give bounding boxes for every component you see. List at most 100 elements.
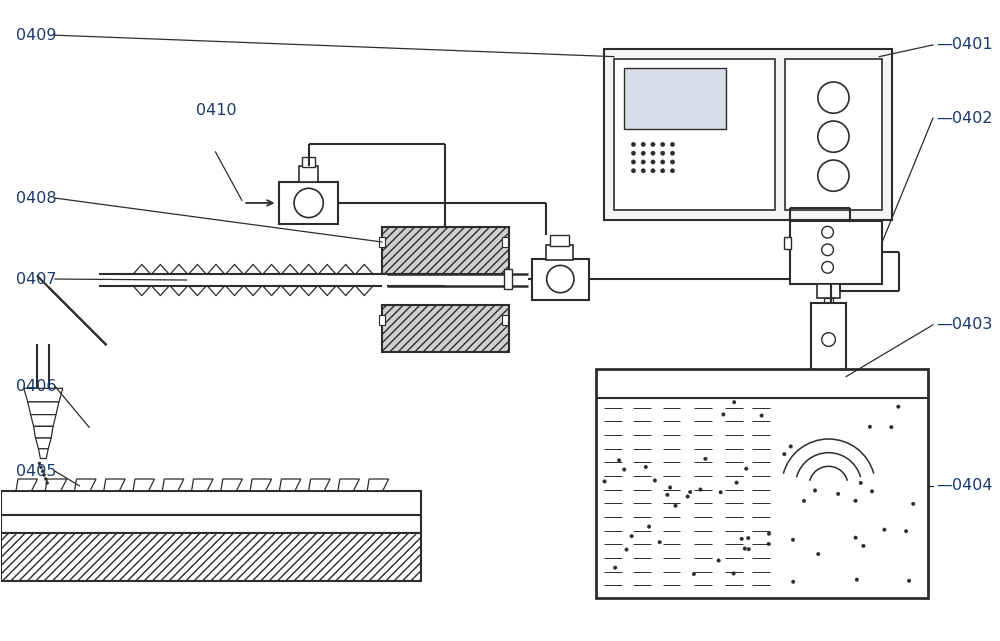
Circle shape — [747, 547, 750, 551]
Text: 0408: 0408 — [16, 190, 57, 206]
Circle shape — [641, 160, 645, 164]
Bar — [784, 237, 791, 249]
Circle shape — [647, 525, 651, 528]
Bar — [815, 377, 842, 392]
Circle shape — [670, 169, 675, 173]
Bar — [504, 269, 512, 289]
Circle shape — [631, 142, 636, 147]
Circle shape — [661, 169, 665, 173]
Circle shape — [631, 151, 636, 155]
Bar — [299, 166, 318, 183]
Circle shape — [822, 262, 833, 273]
Text: 0407: 0407 — [16, 272, 57, 287]
Circle shape — [641, 142, 645, 147]
Polygon shape — [45, 479, 67, 491]
Text: 0410: 0410 — [196, 103, 237, 118]
Bar — [817, 284, 840, 297]
Circle shape — [644, 465, 648, 469]
Bar — [785, 58, 882, 210]
Circle shape — [822, 226, 833, 238]
Polygon shape — [367, 479, 389, 491]
Circle shape — [743, 547, 747, 551]
Circle shape — [40, 466, 42, 469]
Circle shape — [868, 425, 872, 429]
Polygon shape — [279, 479, 301, 491]
Circle shape — [625, 548, 628, 551]
Circle shape — [623, 468, 626, 471]
Circle shape — [818, 160, 849, 191]
Polygon shape — [36, 438, 51, 449]
Polygon shape — [133, 479, 155, 491]
Bar — [382, 228, 509, 274]
Circle shape — [767, 532, 771, 535]
Text: —0404: —0404 — [936, 478, 992, 494]
Circle shape — [670, 142, 675, 147]
Circle shape — [745, 467, 748, 470]
Bar — [604, 49, 892, 219]
Circle shape — [855, 578, 859, 581]
Bar — [824, 297, 833, 303]
Circle shape — [41, 470, 44, 472]
Circle shape — [818, 82, 849, 113]
Polygon shape — [221, 479, 242, 491]
Circle shape — [547, 265, 574, 293]
Polygon shape — [162, 479, 184, 491]
Bar — [502, 237, 508, 247]
Polygon shape — [192, 479, 213, 491]
Circle shape — [897, 405, 900, 408]
Circle shape — [641, 169, 645, 173]
Circle shape — [631, 169, 636, 173]
Circle shape — [791, 580, 795, 583]
Bar — [550, 235, 569, 246]
Circle shape — [816, 553, 820, 556]
Circle shape — [704, 457, 707, 460]
Circle shape — [883, 528, 886, 531]
Bar — [614, 58, 775, 210]
Polygon shape — [16, 479, 37, 491]
Circle shape — [767, 542, 770, 545]
Bar — [279, 181, 338, 224]
Circle shape — [651, 142, 655, 147]
Bar — [379, 237, 385, 247]
Circle shape — [859, 481, 862, 485]
Circle shape — [813, 488, 817, 492]
Text: 0409: 0409 — [16, 28, 57, 43]
Circle shape — [699, 488, 702, 491]
Circle shape — [870, 490, 874, 493]
Bar — [1, 533, 421, 581]
Circle shape — [854, 536, 857, 540]
Bar — [302, 157, 315, 167]
Circle shape — [661, 142, 665, 147]
Circle shape — [717, 559, 720, 562]
Polygon shape — [34, 426, 53, 438]
Bar — [1, 515, 421, 533]
Circle shape — [719, 490, 722, 494]
Circle shape — [613, 566, 617, 569]
Circle shape — [688, 490, 692, 494]
Circle shape — [746, 537, 750, 540]
Circle shape — [732, 401, 736, 404]
Circle shape — [651, 169, 655, 173]
Circle shape — [735, 481, 738, 485]
Circle shape — [783, 453, 786, 456]
Circle shape — [907, 579, 911, 583]
Circle shape — [791, 538, 795, 542]
Circle shape — [668, 486, 672, 489]
Bar — [624, 69, 726, 129]
Circle shape — [653, 479, 657, 482]
Circle shape — [862, 544, 865, 547]
Bar — [379, 315, 385, 325]
Circle shape — [46, 481, 49, 485]
Text: —0401: —0401 — [936, 37, 992, 53]
Bar — [596, 369, 928, 598]
Bar — [820, 415, 837, 445]
Circle shape — [789, 445, 792, 448]
Circle shape — [661, 160, 665, 164]
Circle shape — [670, 160, 675, 164]
Circle shape — [294, 188, 323, 217]
Polygon shape — [820, 445, 837, 471]
Circle shape — [670, 151, 675, 155]
Circle shape — [692, 572, 696, 576]
Circle shape — [617, 459, 621, 462]
Circle shape — [822, 244, 833, 256]
